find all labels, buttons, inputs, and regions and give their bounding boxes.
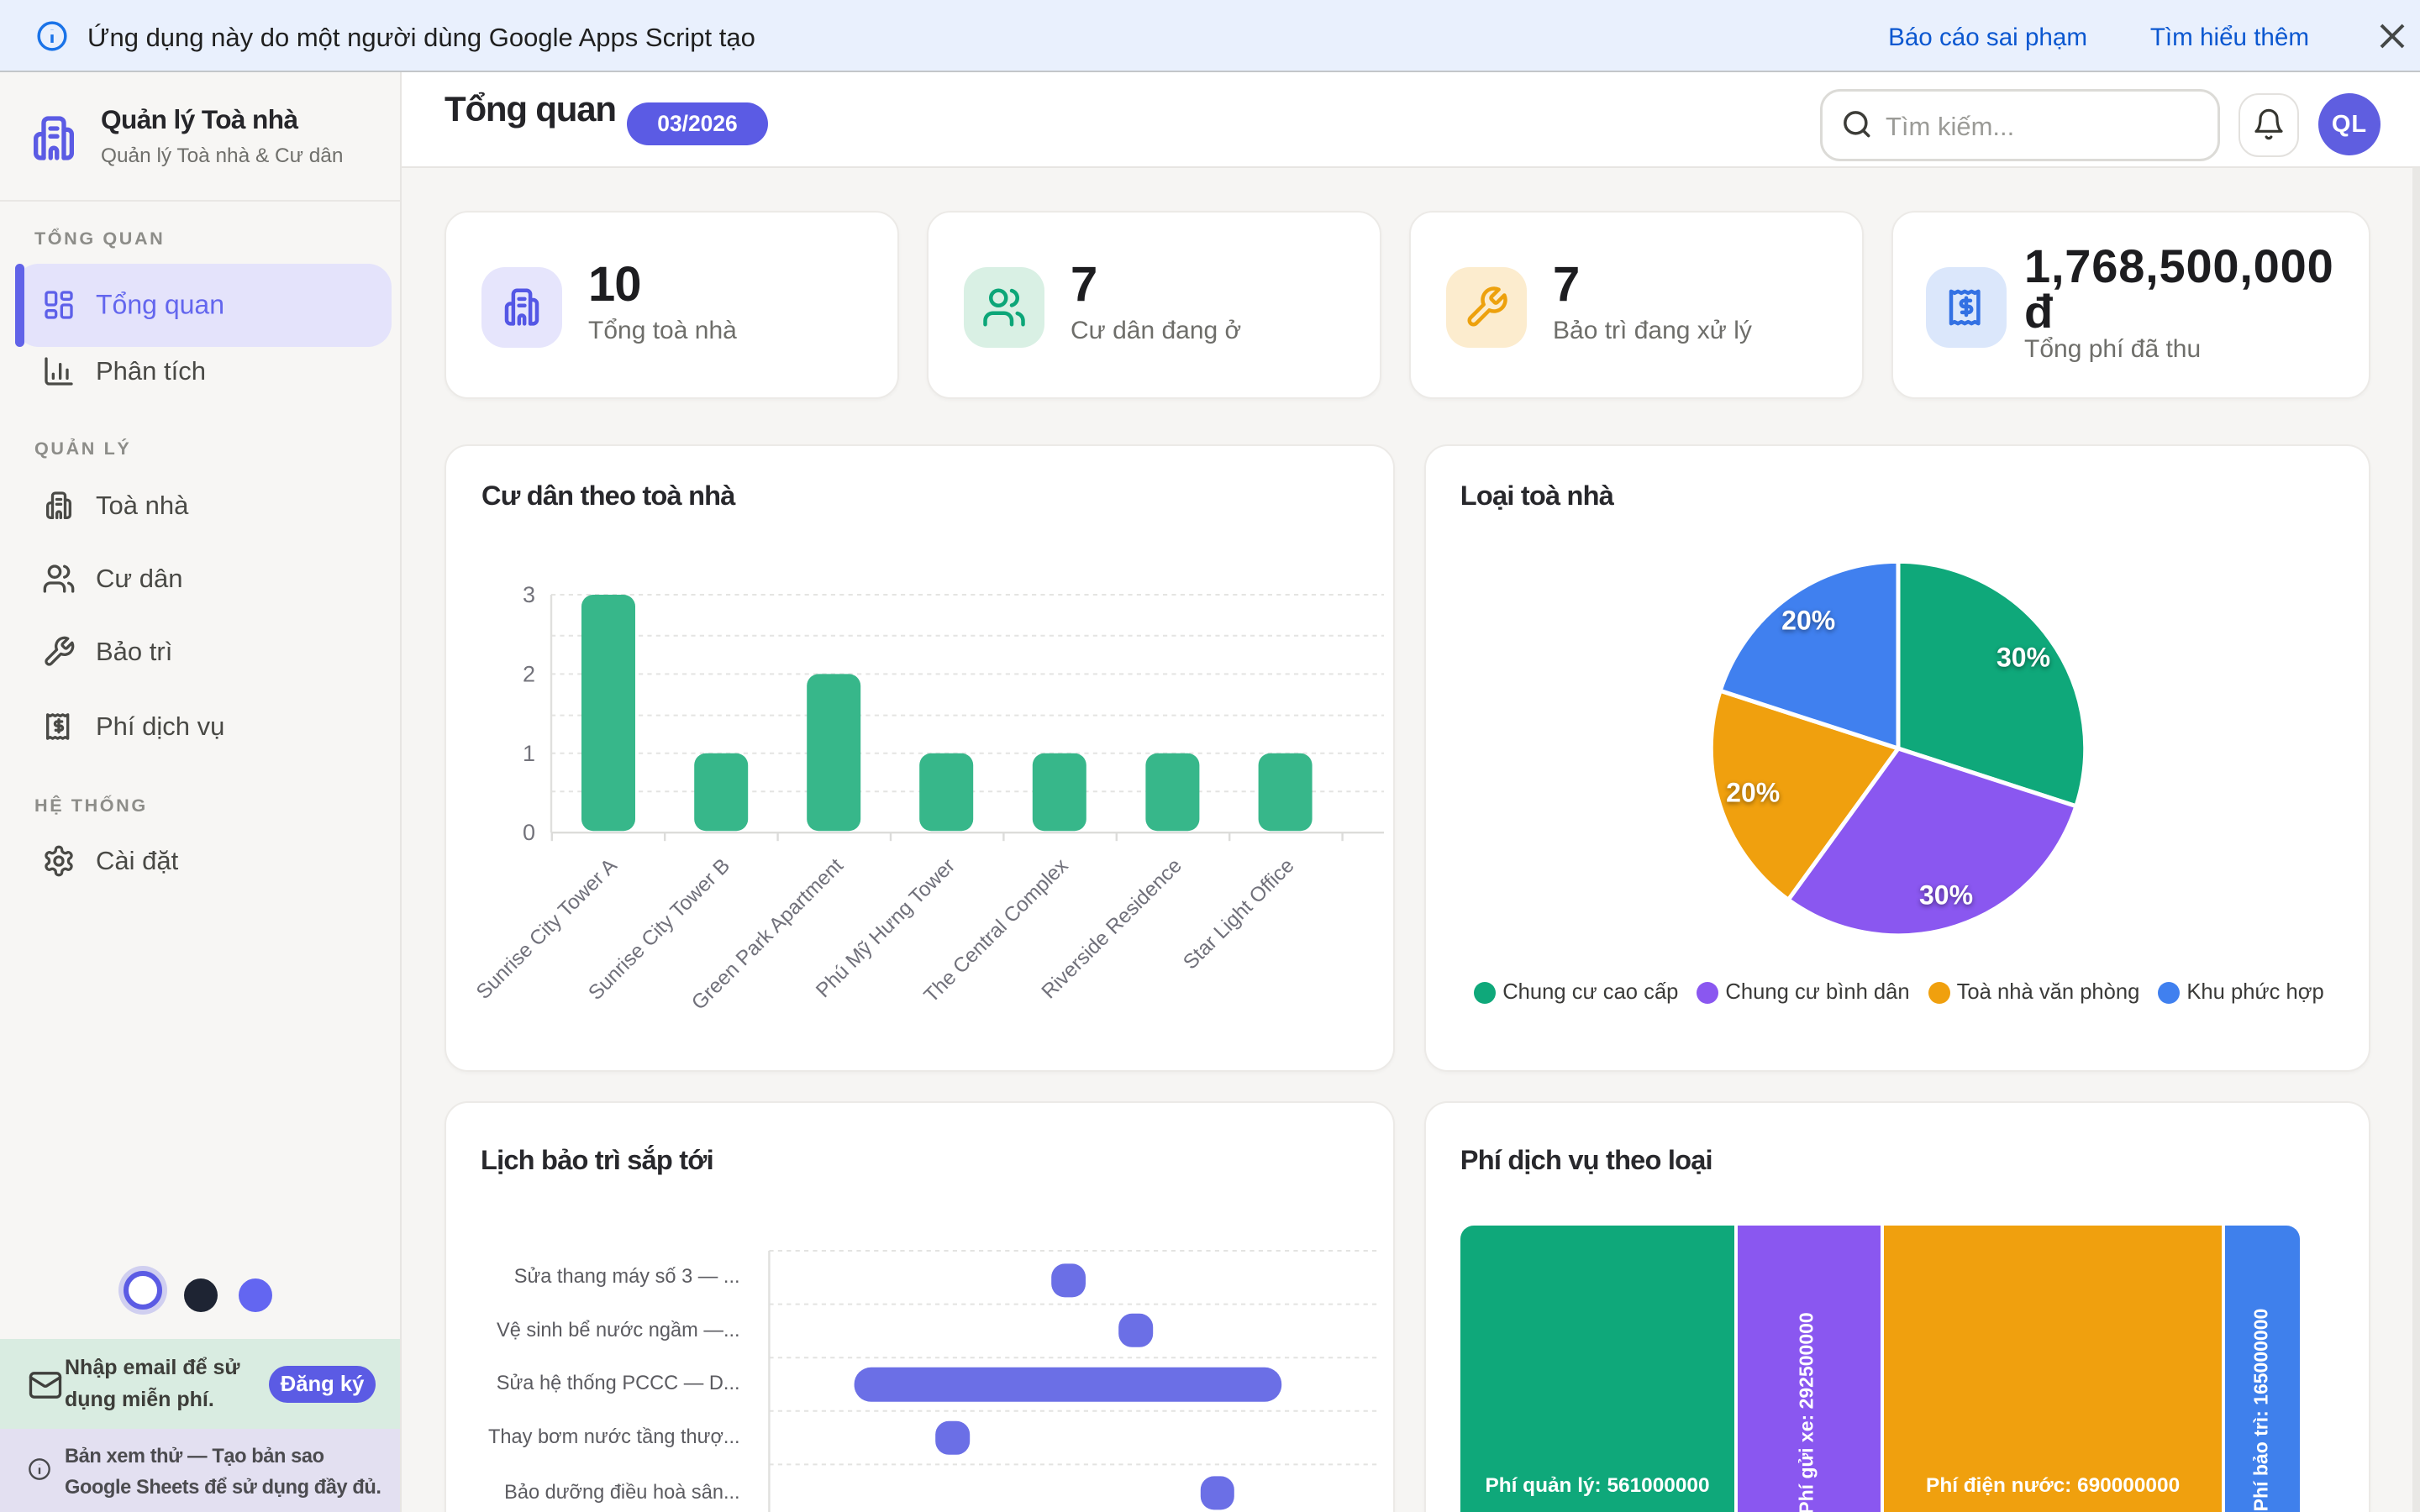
- svg-text:3: 3: [523, 582, 535, 607]
- svg-text:2: 2: [523, 661, 535, 686]
- svg-text:1: 1: [523, 741, 535, 766]
- svg-text:0: 0: [523, 820, 535, 845]
